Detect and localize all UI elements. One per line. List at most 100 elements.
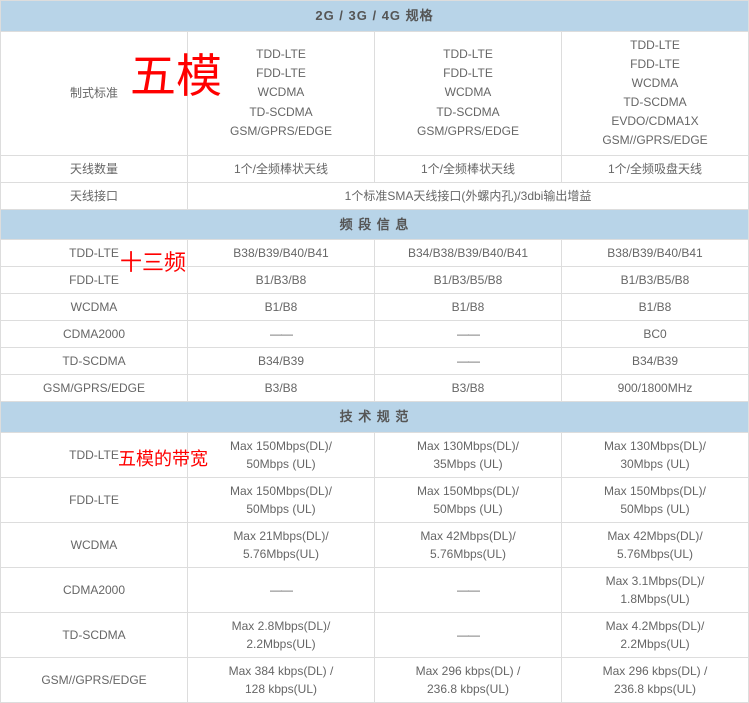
txt: Max 384 kbps(DL) / [229, 664, 334, 678]
txt: Max 130Mbps(DL)/ [604, 439, 706, 453]
cell: B1/B8 [562, 294, 749, 321]
txt: TDD-LTE [256, 47, 306, 61]
cell: TDD-LTE FDD-LTE WCDMA TD-SCDMA GSM/GPRS/… [188, 31, 375, 155]
cell: Max 3.1Mbps(DL)/1.8Mbps(UL) [562, 567, 749, 612]
cell: 1个/全频棒状天线 [375, 155, 562, 182]
cell: B38/B39/B40/B41 [188, 240, 375, 267]
txt: 50Mbps (UL) [246, 502, 315, 516]
txt: TD-SCDMA [436, 105, 499, 119]
cell: Max 42Mbps(DL)/5.76Mbps(UL) [562, 522, 749, 567]
cell: Max 42Mbps(DL)/ 5.76Mbps(UL) [375, 522, 562, 567]
cell: Max 150Mbps(DL)/ 50Mbps (UL) [375, 477, 562, 522]
cell: Max 4.2Mbps(DL)/ 2.2Mbps(UL) [562, 612, 749, 657]
txt: TD-SCDMA [623, 95, 686, 109]
txt: Max 296 kbps(DL) / [603, 664, 708, 678]
row-label: FDD-LTE [1, 477, 188, 522]
cell: 1个/全频棒状天线 [188, 155, 375, 182]
txt: Max 2.8Mbps(DL)/ [232, 619, 331, 633]
cell: B1/B3/B8 [188, 267, 375, 294]
txt: 35Mbps (UL) [433, 457, 502, 471]
row-label: TDD-LTE [1, 432, 188, 477]
txt: 236.8 kbps(UL) [614, 682, 696, 696]
section-header-tech: 技 术 规 范 [1, 402, 749, 433]
cell: B1/B8 [375, 294, 562, 321]
txt: Max 296 kbps(DL) / [416, 664, 521, 678]
cell: 1个/全频吸盘天线 [562, 155, 749, 182]
cell: Max 21Mbps(DL)/ 5.76Mbps(UL) [188, 522, 375, 567]
txt: Max 4.2Mbps(DL)/ [606, 619, 705, 633]
cell: Max 296 kbps(DL) / 236.8 kbps(UL) [375, 657, 562, 702]
row-label: TDD-LTE [1, 240, 188, 267]
txt: FDD-LTE [630, 57, 680, 71]
txt: FDD-LTE [256, 66, 306, 80]
cell: B1/B3/B5/B8 [375, 267, 562, 294]
txt: 50Mbps (UL) [246, 457, 315, 471]
row-label: GSM//GPRS/EDGE [1, 657, 188, 702]
txt: TDD-LTE [443, 47, 493, 61]
cell: 1个标准SMA天线接口(外螺内孔)/3dbi输出增益 [188, 182, 749, 209]
txt: EVDO/CDMA1X [611, 114, 698, 128]
cell: —— [188, 321, 375, 348]
txt: 128 kbps(UL) [245, 682, 317, 696]
cell: Max 2.8Mbps(DL)/ 2.2Mbps(UL) [188, 612, 375, 657]
txt: 5.76Mbps(UL) [430, 547, 506, 561]
cell: Max 150Mbps(DL)/ 50Mbps (UL) [188, 432, 375, 477]
txt: 2.2Mbps(UL) [246, 637, 315, 651]
row-label: 天线数量 [1, 155, 188, 182]
cell: —— [375, 612, 562, 657]
txt: 30Mbps (UL) [620, 457, 689, 471]
cell: —— [188, 567, 375, 612]
cell: B3/B8 [375, 375, 562, 402]
cell: B1/B8 [188, 294, 375, 321]
txt: TD-SCDMA [249, 105, 312, 119]
txt: TDD-LTE [630, 38, 680, 52]
txt: 236.8 kbps(UL) [427, 682, 509, 696]
cell: B34/B39 [562, 348, 749, 375]
txt: Max 130Mbps(DL)/ [417, 439, 519, 453]
cell: Max 150Mbps(DL)/ 50Mbps (UL) [188, 477, 375, 522]
cell: Max 384 kbps(DL) / 128 kbps(UL) [188, 657, 375, 702]
txt: Max 150Mbps(DL)/ [230, 439, 332, 453]
row-label: 天线接口 [1, 182, 188, 209]
txt: FDD-LTE [443, 66, 493, 80]
cell: —— [375, 348, 562, 375]
cell: Max 130Mbps(DL)/ 35Mbps (UL) [375, 432, 562, 477]
row-label: CDMA2000 [1, 567, 188, 612]
txt: 5.76Mbps(UL) [243, 547, 319, 561]
cell: B34/B39 [188, 348, 375, 375]
txt: Max 150Mbps(DL)/ [604, 484, 706, 498]
txt: WCDMA [445, 85, 492, 99]
txt: 2.2Mbps(UL) [620, 637, 689, 651]
txt: Max 150Mbps(DL)/ [230, 484, 332, 498]
txt: WCDMA [258, 85, 305, 99]
txt: 5.76Mbps(UL) [617, 547, 693, 561]
row-label: CDMA2000 [1, 321, 188, 348]
cell: BC0 [562, 321, 749, 348]
txt: GSM/GPRS/EDGE [417, 124, 519, 138]
txt: GSM/GPRS/EDGE [230, 124, 332, 138]
cell: B3/B8 [188, 375, 375, 402]
cell: TDD-LTE FDD-LTE WCDMA TD-SCDMA EVDO/CDMA… [562, 31, 749, 155]
txt: Max 42Mbps(DL)/ [420, 529, 515, 543]
row-label: FDD-LTE [1, 267, 188, 294]
txt: GSM//GPRS/EDGE [602, 133, 707, 147]
txt: Max 21Mbps(DL)/ [233, 529, 328, 543]
cell: B34/B38/B39/B40/B41 [375, 240, 562, 267]
cell: TDD-LTE FDD-LTE WCDMA TD-SCDMA GSM/GPRS/… [375, 31, 562, 155]
cell: Max 296 kbps(DL) / 236.8 kbps(UL) [562, 657, 749, 702]
txt: Max 150Mbps(DL)/ [417, 484, 519, 498]
txt: 50Mbps (UL) [433, 502, 502, 516]
cell: B1/B3/B5/B8 [562, 267, 749, 294]
txt: Max 3.1Mbps(DL)/ [606, 574, 705, 588]
cell: Max 130Mbps(DL)/ 30Mbps (UL) [562, 432, 749, 477]
spec-table: 2G / 3G / 4G 规格 制式标准 TDD-LTE FDD-LTE WCD… [0, 0, 749, 703]
section-header-spec: 2G / 3G / 4G 规格 [1, 1, 749, 32]
txt: WCDMA [632, 76, 679, 90]
cell: 900/1800MHz [562, 375, 749, 402]
cell: —— [375, 321, 562, 348]
row-label: WCDMA [1, 294, 188, 321]
row-label: GSM/GPRS/EDGE [1, 375, 188, 402]
row-label: WCDMA [1, 522, 188, 567]
row-label: 制式标准 [1, 31, 188, 155]
section-header-band: 频 段 信 息 [1, 209, 749, 240]
